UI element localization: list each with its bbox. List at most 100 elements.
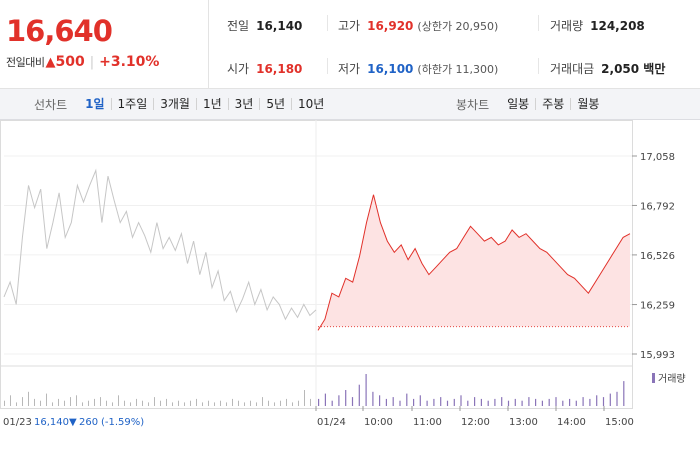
volume-bar [562,400,564,406]
change-label: 전일대비 [6,56,45,69]
price-change-row: 전일대비 ▲ 500 | +3.10% [6,54,159,70]
stat-value: 16,920 [367,19,414,33]
volume-bar [100,397,101,406]
volume-bar [406,393,408,406]
today-area-fill [318,194,630,331]
prev-day-series [3,168,317,321]
prev-day-change: 260 [79,417,98,428]
y-tick-label: 15,993 [640,350,675,361]
tab-monthly-candle[interactable]: 월봉 [570,98,605,110]
stat-label: 고가 [338,19,361,33]
volume-bar [286,398,287,406]
volume-bar [148,402,149,406]
volume-bar [541,400,543,406]
volume-bar [602,397,605,406]
volume-bar [178,400,179,406]
x-tick-label: 12:00 [461,417,490,428]
volume-bar [589,398,591,406]
volume-bar [501,397,503,406]
tab-3y[interactable]: 3년 [227,98,260,110]
volume-bar [318,398,320,406]
volume-bar [52,402,53,406]
volume-bar [399,400,401,406]
stat-value: 124,208 [590,19,645,33]
volume-bar [262,397,263,406]
price-header: 16,640 전일대비 ▲ 500 | +3.10% 전일 16,140 시가 16… [0,0,700,89]
volume-bar [4,400,5,406]
volume-bar [569,398,571,406]
current-price: 16,640 [6,14,113,48]
stat-value: 16,180 [256,62,303,76]
volume-bar [70,397,71,406]
volume-bar [521,400,523,406]
volume-bar [238,400,239,406]
volume-bar [460,395,462,406]
volume-bar [214,402,215,406]
change-percent: +3.10% [99,54,160,70]
volume-bar [232,398,233,406]
volume-bar [446,400,449,406]
prev-day-pct: (-1.59%) [101,417,144,428]
volume-bar [208,400,209,406]
tab-1y[interactable]: 1년 [195,98,228,110]
chart-tab-bar: 선차트 1일 1주일 3개월 1년 3년 5년 10년 봉차트 일봉 주봉 월봉 [0,89,700,120]
volume-bar [596,395,598,406]
line-chart-tabs: 선차트 1일 1주일 3개월 1년 3년 5년 10년 [34,89,330,119]
volume-bar [274,402,275,406]
volume-bar [467,400,469,406]
stat-high: 고가 16,920 (상한가 20,950) [338,17,498,34]
volume-bar [480,398,482,406]
candle-chart-tabs: 봉차트 일봉 주봉 월봉 [456,89,605,119]
volume-bars [4,374,625,406]
stat-label: 거래량 [550,19,584,33]
volume-bar [372,391,374,406]
volume-bar [64,400,65,406]
volume-bar [124,400,125,406]
volume-bar [548,398,550,406]
prev-day-close: 16,140 [34,417,69,428]
tab-10y[interactable]: 10년 [291,98,330,110]
volume-bar [440,397,442,406]
stat-lower-limit: (하한가 11,300) [417,63,499,76]
volume-bar [609,393,611,406]
tab-weekly-candle[interactable]: 주봉 [535,98,570,110]
tab-1w[interactable]: 1주일 [110,98,154,110]
y-tick-label: 16,526 [640,251,675,262]
volume-bar [385,398,387,406]
volume-bar [34,398,35,406]
tab-5y[interactable]: 5년 [259,98,291,110]
volume-bar [88,400,89,406]
tab-1d[interactable]: 1일 [85,97,105,111]
volume-bar [220,400,221,406]
tab-3m[interactable]: 3개월 [153,98,196,110]
stat-low: 저가 16,100 (하한가 11,300) [338,60,498,77]
stat-upper-limit: (상한가 20,950) [417,20,499,33]
stat-label: 시가 [227,62,250,76]
volume-bar [172,402,173,406]
line-chart-title: 선차트 [34,97,68,112]
price-summary: 16,640 전일대비 ▲ 500 | +3.10% [0,0,209,88]
divider [327,58,328,74]
volume-bar [413,398,415,406]
stat-label: 거래대금 [550,62,595,76]
volume-bar [310,398,311,406]
change-separator: | [89,54,95,70]
volume-bar [160,400,161,406]
volume-bar [494,398,496,406]
prev-day-info: 01/23 16,140 ▼ 260 (-1.59%) [3,417,144,428]
tab-daily-candle[interactable]: 일봉 [507,97,530,111]
price-chart[interactable]: 17,058 16,792 16,526 16,259 15,993 01/24 10:0… [0,120,700,450]
volume-bar [324,393,326,406]
volume-bar [28,391,29,406]
x-tick-label: 10:00 [364,417,393,428]
volume-bar [419,395,421,406]
volume-bar [426,400,428,406]
volume-bar [154,397,155,406]
volume-bar [298,400,299,406]
today-series [317,194,631,331]
up-arrow-icon: ▲ [45,54,56,70]
volume-bar [331,400,333,406]
volume-bar [575,400,577,406]
volume-bar [555,397,557,406]
down-arrow-icon: ▼ [69,417,77,428]
